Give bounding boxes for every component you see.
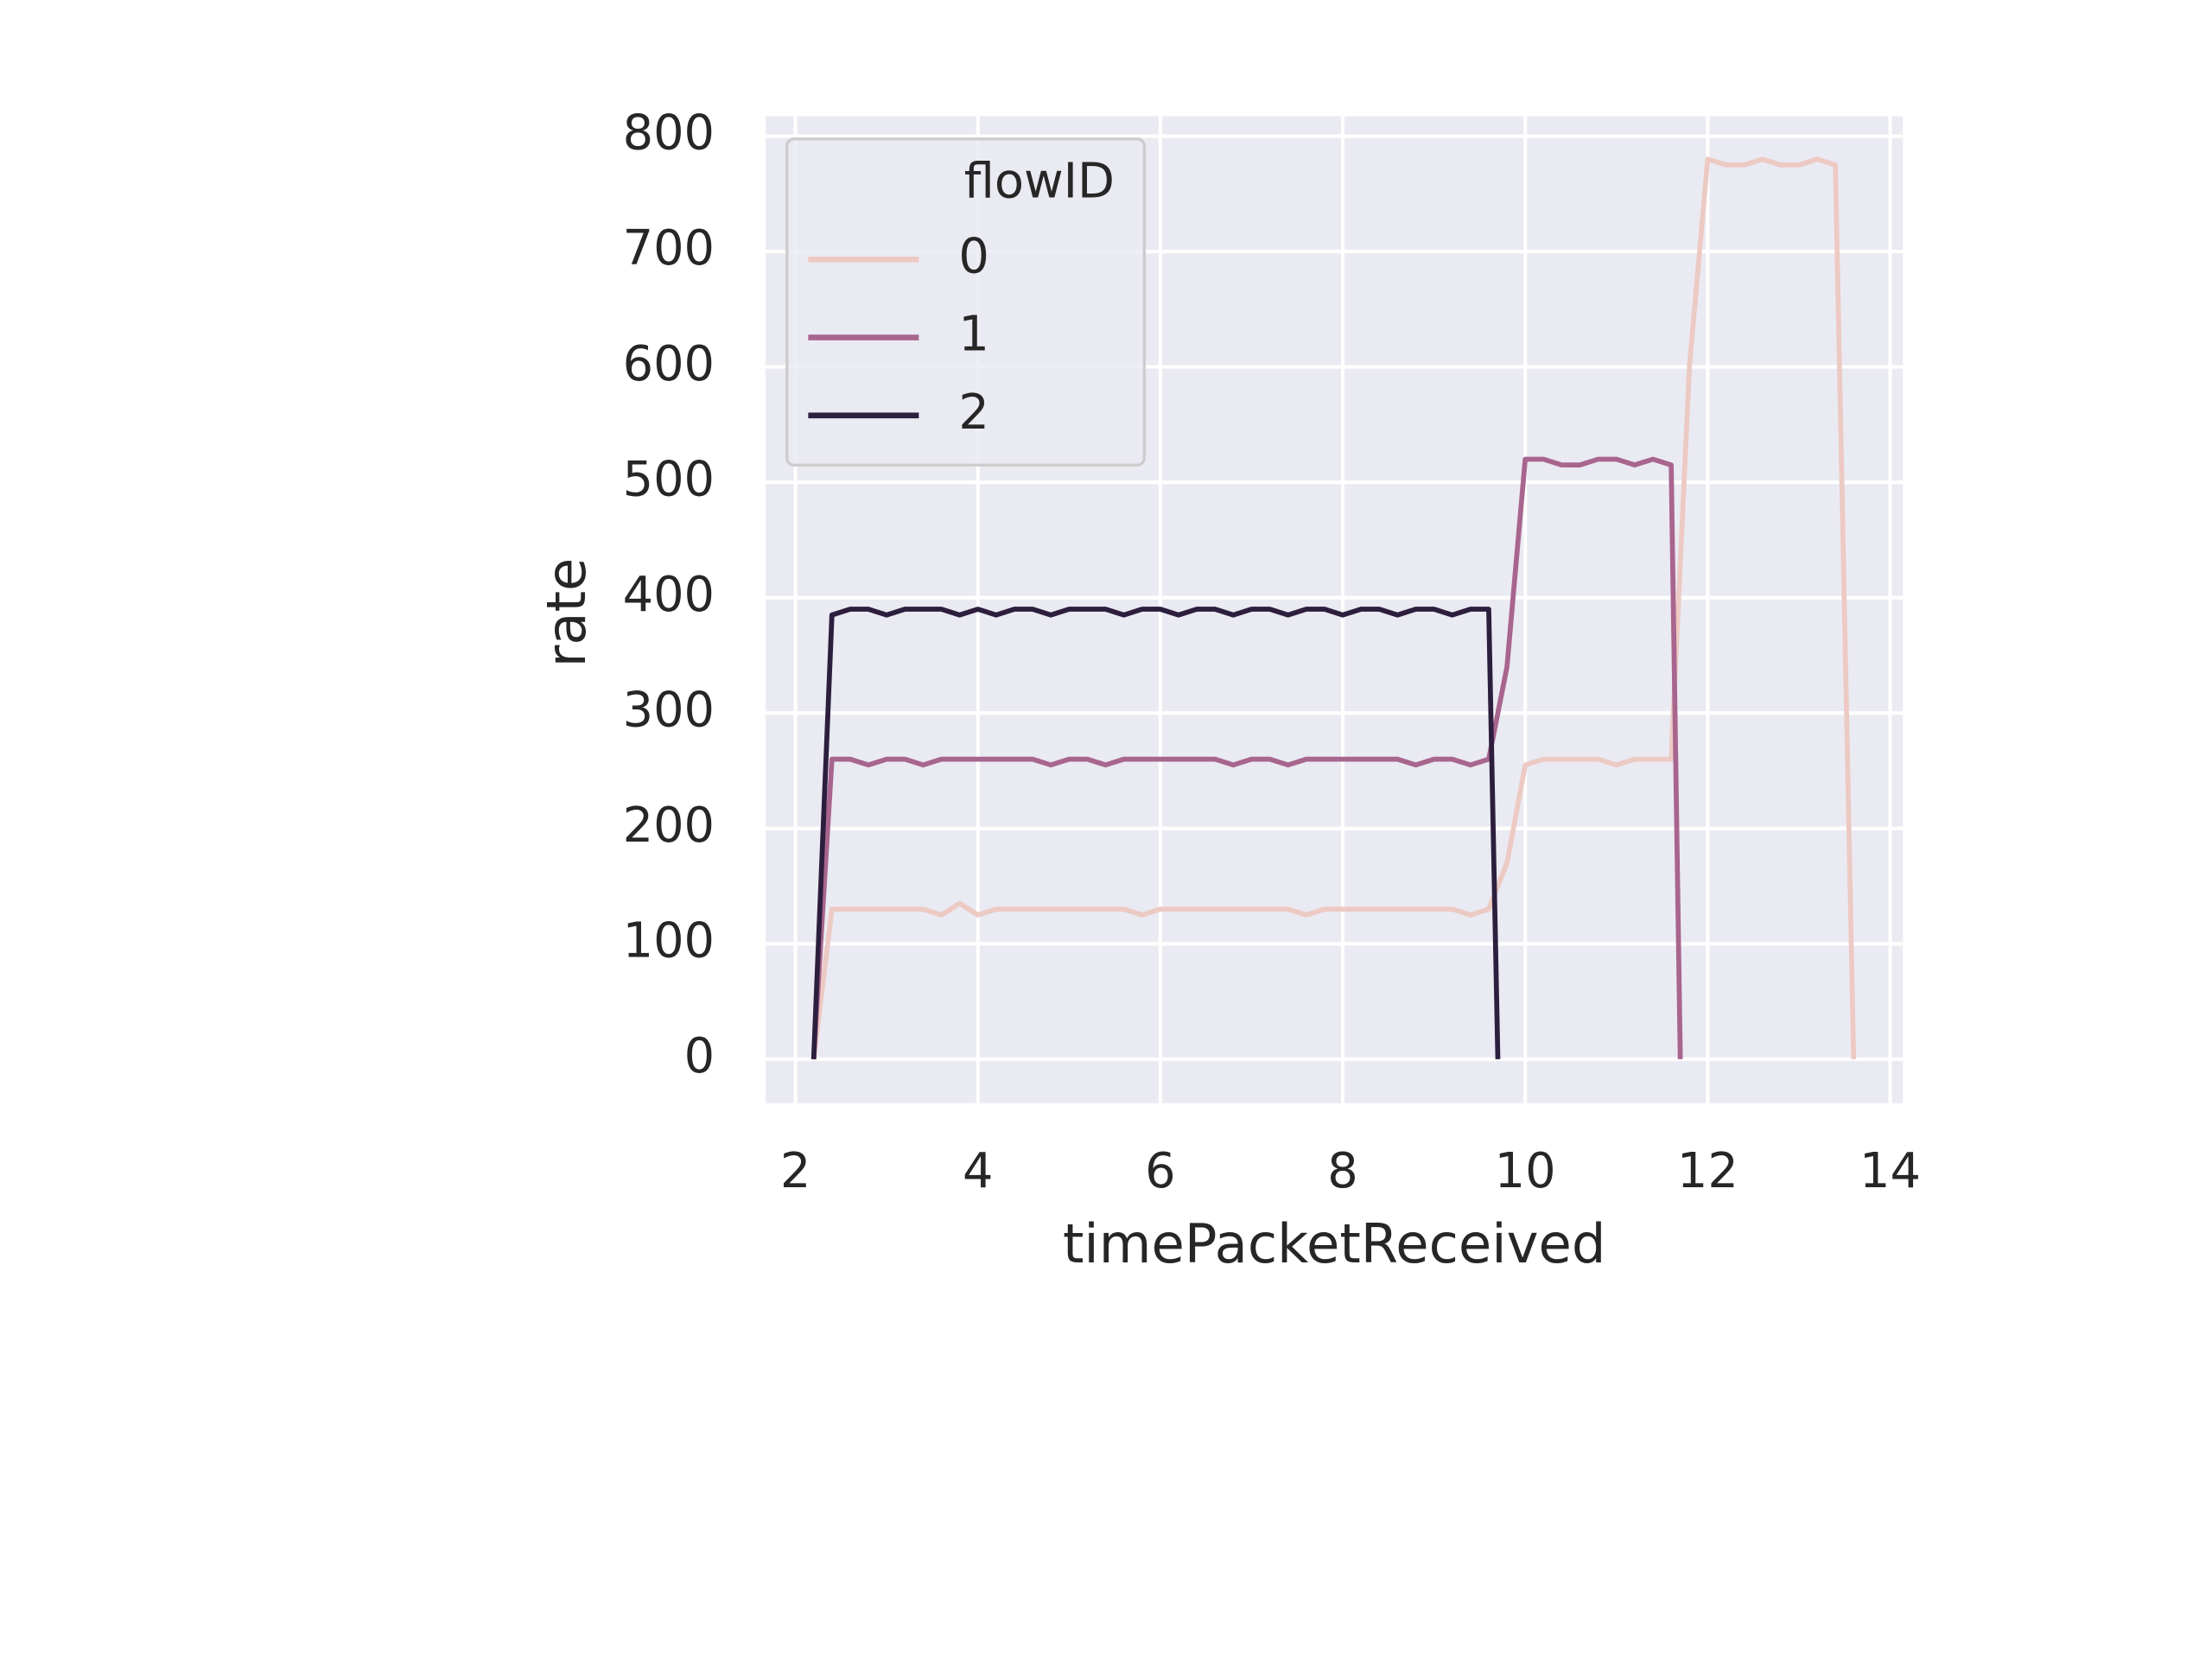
y-tick-label: 200 <box>623 798 715 854</box>
x-tick-label: 4 <box>963 1143 994 1199</box>
y-tick-label: 800 <box>623 105 715 162</box>
line-series <box>810 156 1857 1060</box>
y-tick-label: 300 <box>623 682 715 738</box>
legend-label: 0 <box>958 228 989 284</box>
x-tick-label: 10 <box>1495 1143 1556 1199</box>
y-tick-label: 400 <box>623 567 715 623</box>
line-series <box>810 607 1501 1059</box>
x-tick-label: 12 <box>1677 1143 1738 1199</box>
x-tick-label: 8 <box>1327 1143 1358 1199</box>
y-tick-label: 0 <box>684 1028 715 1084</box>
legend-label: 1 <box>958 307 989 363</box>
x-tick-label: 14 <box>1859 1143 1921 1199</box>
legend-title: flowID <box>964 153 1115 209</box>
x-axis-label: timePacketReceived <box>1063 1212 1605 1275</box>
y-tick-label: 700 <box>623 220 715 276</box>
y-axis-label: rate <box>535 558 598 668</box>
y-tick-label: 100 <box>623 912 715 969</box>
y-tick-label: 600 <box>623 336 715 392</box>
x-tick-label: 6 <box>1145 1143 1176 1199</box>
legend: flowID 0 1 2 <box>785 137 1146 467</box>
y-tick-label: 500 <box>623 451 715 507</box>
x-tick-label: 2 <box>780 1143 811 1199</box>
legend-label: 2 <box>958 385 989 441</box>
line-series <box>810 456 1683 1060</box>
legend-box <box>785 137 1146 467</box>
